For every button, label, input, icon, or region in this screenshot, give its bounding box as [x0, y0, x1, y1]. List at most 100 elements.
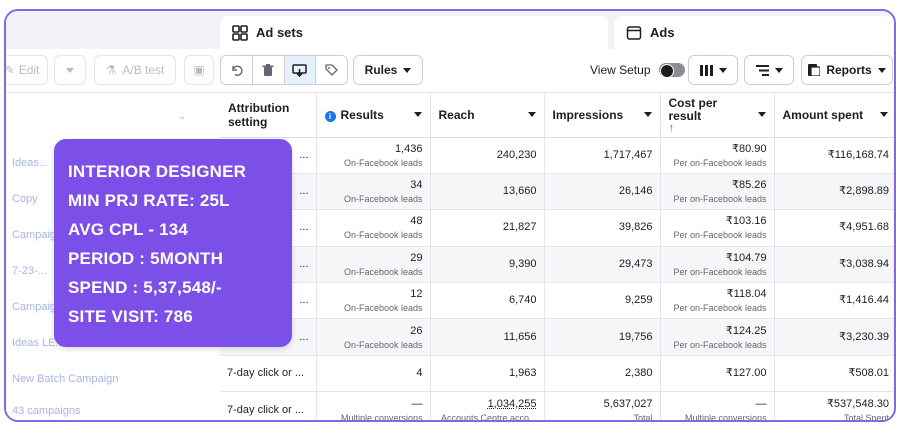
cell-results[interactable]: 29 On-Facebook leads — [316, 246, 431, 284]
column-label: Reach — [438, 107, 475, 122]
reports-button[interactable]: Reports — [801, 55, 893, 85]
total-impressions-subtext: Total — [633, 413, 653, 422]
undo-button[interactable] — [221, 56, 253, 84]
delete-button[interactable] — [253, 56, 285, 84]
duplicate-button[interactable] — [284, 56, 317, 84]
columns-button[interactable] — [688, 55, 738, 85]
cell-impressions-value: 2,380 — [624, 367, 653, 380]
column-header-cost-per-result[interactable]: Cost per result ↑ — [660, 93, 775, 138]
list-item[interactable]: Ideas LE... — [6, 325, 220, 361]
campaign-name: Campaign — [12, 301, 63, 313]
column-header-reach[interactable]: Reach — [430, 93, 545, 138]
cell-cost-per-result-value: ₹104.79 — [725, 251, 767, 264]
view-setup-label: View Setup — [590, 63, 651, 77]
cell-results[interactable]: 12 On-Facebook leads — [316, 282, 431, 320]
column-header-attribution[interactable]: Attribution setting — [220, 93, 317, 138]
cell-amount-spent-value: ₹3,038.94 — [839, 257, 889, 270]
cell-cost-per-result: ₹124.25 Per on-Facebook leads — [660, 318, 775, 356]
tab-ad-sets[interactable]: Ad sets — [220, 16, 608, 49]
toolbar: ✎ Edit ⚗ A/B test ▣ — [6, 49, 894, 93]
cell-amount-spent: ₹2,898.89 — [774, 173, 894, 211]
cell-cost-per-result: ₹103.16 Per on-Facebook leads — [660, 209, 775, 247]
cell-results[interactable]: 1,436 On-Facebook leads — [316, 137, 431, 174]
cell-results[interactable]: 26 On-Facebook leads — [316, 318, 431, 356]
table-row[interactable]: ... 34 On-Facebook leads 13,660 26,146 ₹85.26… — [220, 173, 894, 211]
edit-dropdown-button[interactable] — [54, 55, 86, 85]
cell-results-subtext: On-Facebook leads — [343, 157, 423, 168]
list-item[interactable]: Campaign — [6, 217, 220, 253]
sort-chevron-icon[interactable]: ⌄ — [178, 111, 187, 122]
cell-results-value: 1,436 — [394, 142, 423, 155]
campaign-name: Ideas LE... — [12, 337, 65, 349]
list-item[interactable]: Ideas... — [6, 145, 220, 181]
cell-reach: 13,660 — [430, 173, 545, 211]
columns-icon — [699, 64, 713, 76]
cell-results-value: 34 — [410, 179, 423, 192]
cell-impressions-value: 29,473 — [618, 257, 653, 270]
tab-ads[interactable]: Ads — [614, 16, 894, 49]
table-total-row: 7-day click or ... — Multiple conversions 1… — [220, 391, 894, 422]
total-reach[interactable]: 1,034,255 Accounts Centre acco... — [430, 391, 545, 420]
clipboard-button[interactable]: ▣ — [184, 55, 214, 85]
cell-attribution-value: ... — [299, 185, 309, 198]
edit-button[interactable]: ✎ Edit — [4, 55, 48, 85]
overlay-line-category: INTERIOR DESIGNER — [68, 162, 247, 181]
cell-reach-value: 21,827 — [502, 221, 537, 234]
cell-cost-per-result-subtext: Per on-Facebook leads — [673, 303, 767, 314]
cell-cost-per-result-value: ₹124.25 — [725, 324, 767, 337]
flask-icon: ⚗ — [105, 63, 117, 77]
overlay-line-spend: SPEND : 5,37,548/- — [68, 278, 222, 297]
ab-test-button[interactable]: ⚗ A/B test — [94, 55, 176, 85]
cell-reach-value: 240,230 — [496, 148, 537, 161]
column-header-results[interactable]: i Results — [316, 93, 431, 138]
cell-results[interactable]: 48 On-Facebook leads — [316, 209, 431, 247]
rules-label: Rules — [364, 63, 398, 77]
table-row[interactable]: ... 48 On-Facebook leads 21,827 39,826 ₹103.1… — [220, 209, 894, 247]
grid-icon — [232, 24, 248, 41]
table-row[interactable]: ... 1,436 On-Facebook leads 240,230 1,717,46… — [220, 137, 894, 174]
cell-cost-per-result: ₹85.26 Per on-Facebook leads — [660, 173, 775, 211]
list-item[interactable]: Copy — [6, 181, 220, 217]
list-item[interactable]: New Batch Campaign — [6, 361, 220, 397]
total-cost-per-result-value: — — [755, 398, 767, 411]
list-item[interactable]: 7-23-... — [6, 253, 220, 289]
cell-amount-spent-value: ₹2,898.89 — [839, 185, 889, 198]
table-row[interactable]: 7-day click or ... 4 1,963 2,380 ₹127.00 ₹508… — [220, 355, 894, 393]
edit-icon: ✎ — [4, 63, 15, 77]
cell-cost-per-result-subtext: Per on-Facebook leads — [673, 266, 767, 277]
total-attribution: 7-day click or ... — [220, 391, 317, 420]
cell-impressions-value: 1,717,467 — [603, 148, 653, 161]
column-header-amount-spent[interactable]: Amount spent — [774, 93, 894, 138]
chevron-down-icon — [413, 112, 422, 118]
chevron-down-icon — [718, 67, 727, 73]
chevron-down-icon — [643, 112, 652, 118]
table-row[interactable]: ... 12 On-Facebook leads 6,740 9,259 ₹118.04 P… — [220, 282, 894, 320]
cell-impressions: 9,259 — [544, 282, 661, 320]
cell-reach: 240,230 — [430, 137, 545, 174]
column-header-impressions[interactable]: Impressions — [544, 93, 661, 138]
cell-results[interactable]: 34 On-Facebook leads — [316, 173, 431, 211]
list-item[interactable]: Campaign — [6, 289, 220, 325]
edit-label: Edit — [18, 63, 40, 77]
cell-results[interactable]: 4 — [316, 355, 431, 393]
screenshot-frame: Ad sets Ads ✎ Edit ⚗ A/B test ▣ — [4, 9, 896, 422]
rules-button[interactable]: Rules — [353, 55, 423, 85]
action-button-group — [220, 55, 348, 85]
info-icon[interactable]: i — [324, 110, 336, 122]
cell-amount-spent-value: ₹508.01 — [848, 367, 889, 380]
view-setup-toggle[interactable] — [658, 63, 685, 78]
cell-results-value: 48 — [410, 215, 423, 228]
cell-results-value: 29 — [410, 251, 423, 264]
cell-reach-value: 6,740 — [508, 294, 537, 307]
sort-up-arrow-icon: ↑ — [668, 121, 675, 134]
reports-icon — [808, 64, 821, 76]
breakdown-button[interactable] — [744, 55, 794, 85]
cell-attribution-value: ... — [299, 294, 309, 307]
total-amount-spent: ₹537,548.30 Total Spent — [774, 391, 894, 420]
cell-impressions: 1,717,467 — [544, 137, 661, 174]
table-row[interactable]: ... 26 On-Facebook leads 11,656 19,756 ₹124.2… — [220, 318, 894, 356]
total-cost-per-result-subtext: Multiple conversions — [684, 413, 767, 422]
tag-button[interactable] — [316, 56, 347, 84]
table-row[interactable]: ... 29 On-Facebook leads 9,390 29,473 ₹104.79… — [220, 246, 894, 284]
total-campaigns-label: 43 campaigns — [6, 393, 220, 420]
